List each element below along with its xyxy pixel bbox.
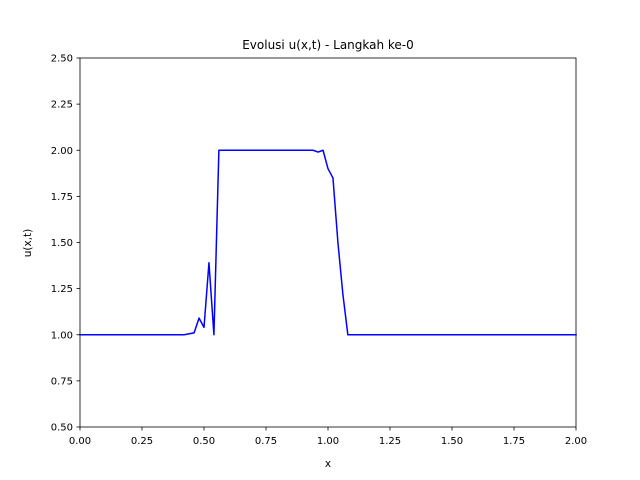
x-tick-label: 2.00 [565, 436, 587, 447]
y-tick-label: 1.25 [51, 284, 73, 295]
x-tick-label: 1.25 [379, 436, 401, 447]
chart-title: Evolusi u(x,t) - Langkah ke-0 [242, 38, 414, 52]
x-tick-label: 1.50 [441, 436, 463, 447]
y-tick-label: 1.00 [51, 330, 73, 341]
y-tick-label: 2.00 [51, 146, 73, 157]
y-tick-label: 1.50 [51, 238, 73, 249]
y-tick-label: 2.50 [51, 54, 73, 65]
y-tick-label: 1.75 [51, 192, 73, 203]
plot-area: 0.00 0.25 0.50 0.75 1.00 1.25 1.50 1.75 2.00 0.50… [51, 54, 587, 448]
x-tick-label: 0.50 [193, 436, 215, 447]
x-axis-label: x [325, 458, 331, 470]
x-tick-label: 0.25 [131, 436, 153, 447]
y-axis-label: u(x,t) [22, 229, 34, 258]
x-tick-label: 0.75 [255, 436, 277, 447]
x-tick-label: 1.00 [317, 436, 339, 447]
x-tick-label: 1.75 [503, 436, 525, 447]
x-tick-label: 0.00 [69, 436, 91, 447]
y-tick-label: 0.50 [51, 423, 73, 434]
y-tick-label: 2.25 [51, 100, 73, 111]
series-line-0 [79, 149, 577, 336]
y-tick-label: 0.75 [51, 376, 73, 387]
